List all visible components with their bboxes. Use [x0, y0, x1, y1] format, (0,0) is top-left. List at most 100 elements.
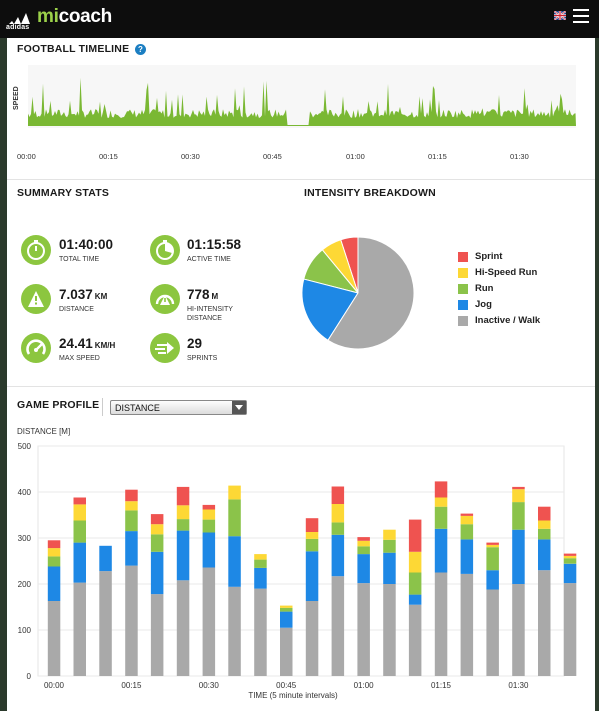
metric-dropdown[interactable]: DISTANCE	[110, 400, 247, 415]
bar-segment-hi-speed-run[interactable]	[434, 497, 448, 507]
bar-segment-run[interactable]	[280, 607, 293, 612]
bar-segment-sprint[interactable]	[47, 540, 61, 549]
bar-segment-hi-speed-run[interactable]	[254, 554, 267, 560]
bar-segment-sprint[interactable]	[176, 486, 190, 506]
bar-segment-inactive-walk[interactable]	[460, 573, 474, 676]
micoach-logo[interactable]: micoach	[37, 6, 112, 28]
bar-segment-jog[interactable]	[125, 531, 138, 566]
bar-segment-run[interactable]	[331, 522, 345, 535]
bar-segment-run[interactable]	[383, 539, 396, 553]
bar-segment-inactive-walk[interactable]	[99, 571, 112, 676]
help-icon[interactable]: ?	[135, 44, 146, 55]
bar-segment-sprint[interactable]	[150, 514, 164, 525]
bar-segment-run[interactable]	[228, 499, 241, 537]
bar-segment-jog[interactable]	[280, 611, 293, 628]
bar-segment-sprint[interactable]	[512, 486, 525, 490]
bar-segment-sprint[interactable]	[357, 537, 370, 541]
bar-segment-sprint[interactable]	[408, 519, 422, 552]
bar-segment-run[interactable]	[73, 520, 87, 543]
bar-segment-run[interactable]	[460, 524, 474, 540]
bar-segment-inactive-walk[interactable]	[408, 604, 422, 676]
bar-segment-jog[interactable]	[73, 542, 87, 583]
bar-segment-jog[interactable]	[357, 554, 370, 584]
bar-segment-inactive-walk[interactable]	[280, 627, 293, 676]
bar-segment-jog[interactable]	[486, 570, 499, 590]
bar-segment-inactive-walk[interactable]	[73, 582, 87, 676]
bar-segment-run[interactable]	[434, 506, 448, 529]
bar-segment-jog[interactable]	[47, 566, 61, 602]
bar-segment-inactive-walk[interactable]	[305, 601, 319, 676]
bar-segment-inactive-walk[interactable]	[486, 589, 499, 677]
bar-segment-hi-speed-run[interactable]	[176, 505, 190, 520]
speed-timeline-chart[interactable]	[28, 65, 576, 128]
bar-segment-jog[interactable]	[202, 532, 216, 568]
bar-segment-hi-speed-run[interactable]	[47, 548, 61, 557]
bar-segment-hi-speed-run[interactable]	[538, 520, 551, 529]
bar-segment-run[interactable]	[512, 502, 525, 530]
bar-segment-inactive-walk[interactable]	[47, 601, 61, 676]
bar-segment-hi-speed-run[interactable]	[331, 504, 345, 523]
bar-segment-jog[interactable]	[228, 536, 241, 587]
bar-segment-run[interactable]	[305, 538, 319, 552]
bar-segment-jog[interactable]	[305, 551, 319, 601]
bar-segment-hi-speed-run[interactable]	[408, 551, 422, 573]
bar-segment-jog[interactable]	[408, 594, 422, 605]
bar-segment-jog[interactable]	[176, 530, 190, 581]
bar-segment-inactive-walk[interactable]	[383, 584, 396, 676]
bar-segment-inactive-walk[interactable]	[202, 567, 216, 676]
bar-segment-sprint[interactable]	[125, 489, 138, 502]
bar-segment-inactive-walk[interactable]	[125, 565, 138, 676]
bar-segment-run[interactable]	[408, 572, 422, 595]
bar-segment-inactive-walk[interactable]	[331, 576, 345, 676]
bar-segment-hi-speed-run[interactable]	[563, 555, 577, 559]
bar-segment-jog[interactable]	[254, 567, 267, 589]
bar-segment-jog[interactable]	[99, 545, 112, 572]
bar-segment-inactive-walk[interactable]	[512, 584, 525, 676]
game-profile-bar-chart[interactable]: 0 100 200 300 400 500 00:00 00:15 00:30 00:45 01:0…	[7, 436, 595, 711]
bar-segment-run[interactable]	[150, 534, 164, 552]
bar-segment-jog[interactable]	[383, 552, 396, 584]
uk-flag-icon[interactable]	[554, 11, 566, 20]
bar-segment-run[interactable]	[486, 547, 499, 571]
bar-segment-jog[interactable]	[460, 539, 474, 574]
bar-segment-sprint[interactable]	[202, 504, 216, 510]
bar-segment-inactive-walk[interactable]	[538, 570, 551, 676]
bar-segment-sprint[interactable]	[538, 506, 551, 521]
bar-segment-jog[interactable]	[512, 529, 525, 584]
bar-segment-sprint[interactable]	[563, 553, 577, 556]
bar-segment-run[interactable]	[125, 510, 138, 532]
bar-segment-run[interactable]	[357, 546, 370, 555]
bar-segment-sprint[interactable]	[305, 518, 319, 532]
bar-segment-hi-speed-run[interactable]	[125, 501, 138, 511]
bar-segment-hi-speed-run[interactable]	[305, 532, 319, 539]
bar-segment-inactive-walk[interactable]	[434, 572, 448, 677]
bar-segment-hi-speed-run[interactable]	[357, 540, 370, 547]
bar-segment-sprint[interactable]	[460, 513, 474, 516]
bar-segment-hi-speed-run[interactable]	[73, 504, 87, 521]
chevron-down-icon[interactable]	[232, 401, 246, 414]
bar-segment-jog[interactable]	[538, 539, 551, 571]
bar-segment-hi-speed-run[interactable]	[228, 485, 241, 500]
pie-slice-inactive-walk[interactable]	[327, 236, 415, 350]
bar-segment-hi-speed-run[interactable]	[150, 524, 164, 535]
bar-segment-run[interactable]	[254, 559, 267, 568]
bar-segment-hi-speed-run[interactable]	[383, 529, 396, 540]
bar-segment-inactive-walk[interactable]	[357, 583, 370, 676]
bar-segment-sprint[interactable]	[73, 497, 87, 505]
bar-segment-inactive-walk[interactable]	[176, 580, 190, 676]
bar-segment-hi-speed-run[interactable]	[280, 605, 293, 608]
hamburger-menu-icon[interactable]	[573, 9, 589, 23]
pie-slice-jog[interactable]	[301, 278, 359, 341]
bar-segment-sprint[interactable]	[434, 481, 448, 498]
bar-segment-run[interactable]	[563, 558, 577, 564]
bar-segment-inactive-walk[interactable]	[563, 583, 577, 676]
bar-segment-hi-speed-run[interactable]	[486, 544, 499, 548]
bar-segment-jog[interactable]	[434, 528, 448, 573]
intensity-pie-chart[interactable]	[298, 233, 418, 353]
bar-segment-run[interactable]	[176, 519, 190, 531]
bar-segment-sprint[interactable]	[486, 542, 499, 545]
bar-segment-hi-speed-run[interactable]	[460, 515, 474, 525]
bar-segment-run[interactable]	[538, 528, 551, 540]
bar-segment-inactive-walk[interactable]	[150, 594, 164, 676]
bar-segment-jog[interactable]	[331, 534, 345, 577]
